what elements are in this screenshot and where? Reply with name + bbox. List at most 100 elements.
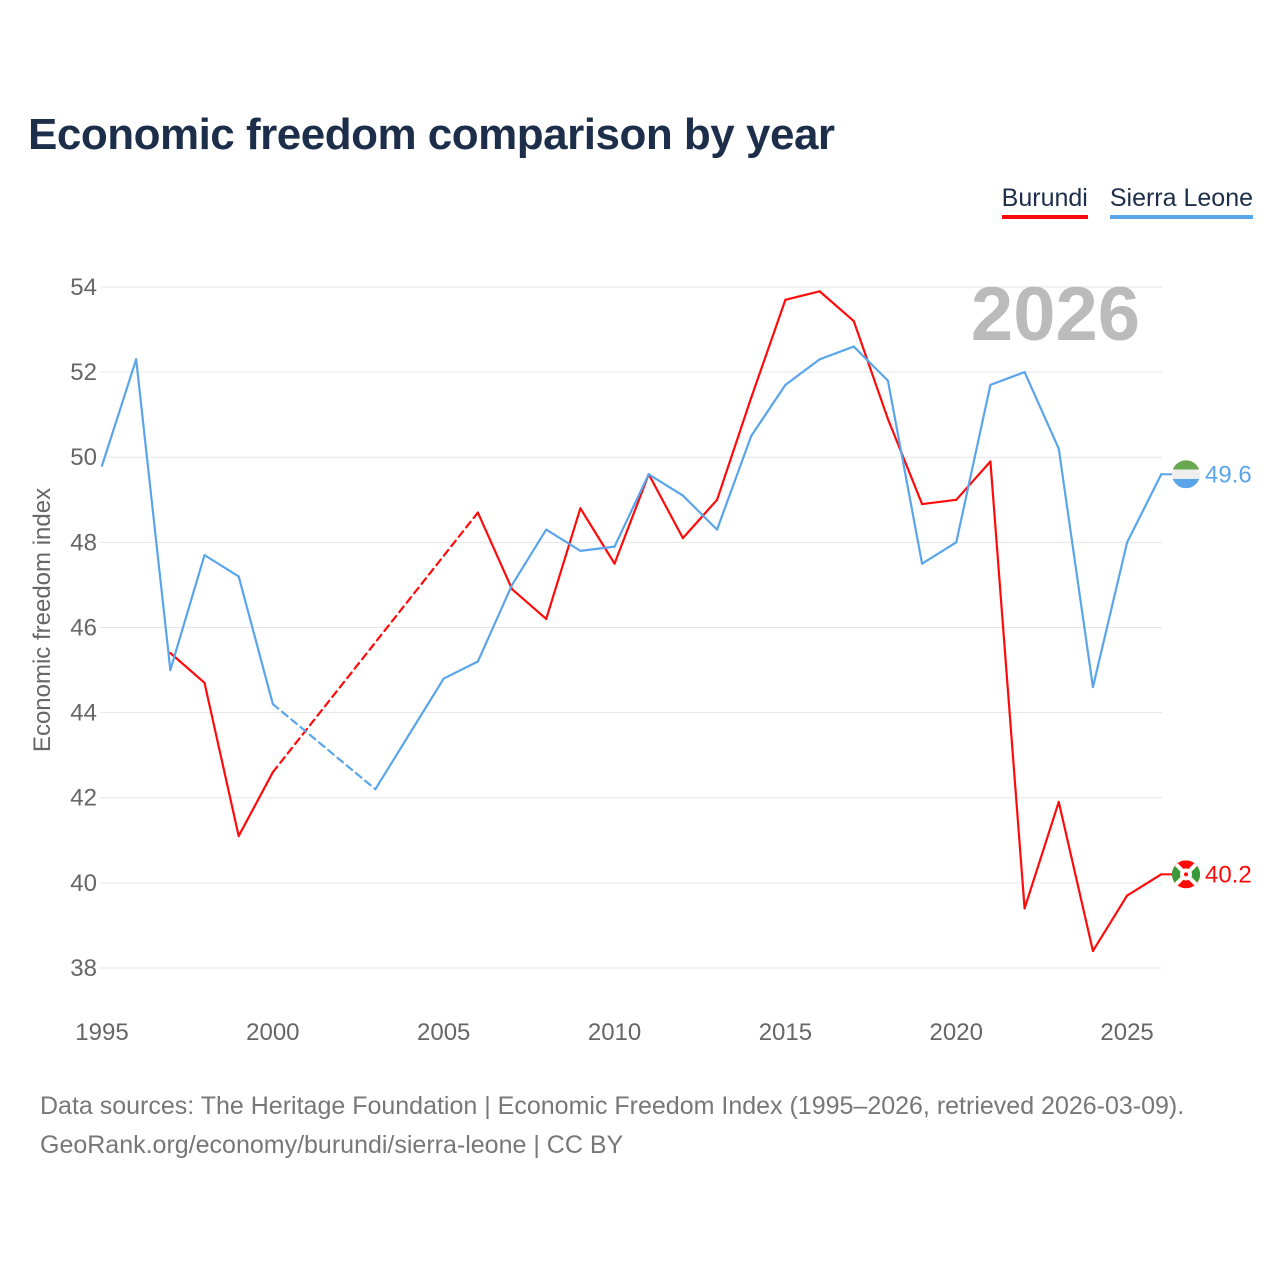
legend-burundi[interactable]: Burundi [1001,184,1088,219]
data-point[interactable] [612,544,618,550]
line-segment-burundi [579,507,616,565]
data-point[interactable] [1090,684,1096,690]
data-point[interactable] [543,616,549,622]
y-tick-label: 54 [70,274,97,301]
line-segment-burundi [715,396,753,501]
line-segment-burundi [545,507,582,621]
data-point[interactable] [441,676,447,682]
data-point[interactable] [885,378,891,384]
line-segment-burundi [955,460,992,501]
data-point[interactable] [270,701,276,707]
line-segment-sierra-leone [1125,473,1163,544]
data-point[interactable] [372,786,378,792]
line-segment-sierra-leone [647,473,684,497]
data-point[interactable] [407,731,413,737]
data-point[interactable] [680,493,686,499]
line-segment-burundi [681,498,719,540]
data-point[interactable] [919,561,925,567]
data-point[interactable] [817,356,823,362]
x-tick-label: 2025 [1100,1019,1153,1046]
data-point[interactable] [133,356,139,362]
data-point[interactable] [99,463,105,469]
data-point[interactable] [714,497,720,503]
legend: Burundi Sierra Leone [1001,184,1253,219]
data-point[interactable] [475,510,481,516]
data-point[interactable] [748,395,754,401]
line-segment-sierra-leone [613,473,650,548]
data-point[interactable] [782,382,788,388]
data-point[interactable] [577,548,583,554]
data-point[interactable] [953,539,959,545]
data-point[interactable] [236,833,242,839]
data-point[interactable] [953,497,959,503]
line-segment-sierra-leone [100,358,138,467]
y-tick-label: 40 [70,870,97,897]
data-point[interactable] [1056,799,1062,805]
gap-segment-sierra-leone [271,702,377,791]
data-point[interactable] [475,659,481,665]
line-segment-sierra-leone [135,358,172,672]
y-axis-label: Economic freedom index [29,488,56,752]
line-segment-burundi [237,771,274,838]
line-segment-burundi [989,460,1026,910]
data-point[interactable] [987,458,993,464]
line-segment-burundi [1023,800,1060,910]
data-point[interactable] [680,535,686,541]
data-point[interactable] [543,527,549,533]
data-point[interactable] [236,573,242,579]
line-segment-burundi [476,511,514,591]
data-point[interactable] [748,433,754,439]
end-value-label: 40.2 [1205,861,1252,888]
footer-link[interactable]: GeoRank.org/economy/burundi/sierra-leone… [40,1131,624,1159]
data-point[interactable] [885,416,891,422]
line-segment-sierra-leone [1057,447,1095,689]
line-segment-sierra-leone [784,358,821,386]
data-point[interactable] [817,288,823,294]
data-point[interactable] [612,561,618,567]
burundi-flag-icon [1172,860,1200,889]
data-point[interactable] [167,667,173,673]
line-segment-sierra-leone [989,371,1026,386]
data-point[interactable] [646,471,652,477]
x-tick-label: 2005 [417,1019,470,1046]
y-tick-label: 38 [70,955,97,982]
data-point[interactable] [509,582,515,588]
data-point[interactable] [202,552,208,558]
legend-sierra-leone[interactable]: Sierra Leone [1109,184,1253,219]
data-point[interactable] [1124,539,1130,545]
line-segment-sierra-leone [681,494,719,531]
footer: Data sources: The Heritage Foundation | … [40,1087,1184,1165]
line-segment-sierra-leone [408,677,445,735]
line-segment-sierra-leone [579,545,616,552]
line-segment-burundi [886,417,924,506]
data-point[interactable] [919,501,925,507]
line-segment-sierra-leone [203,554,240,578]
data-point[interactable] [1124,893,1130,899]
line-segment-sierra-leone [442,660,479,680]
data-point[interactable] [714,527,720,533]
data-point[interactable] [202,680,208,686]
data-point[interactable] [851,318,857,324]
data-point[interactable] [577,505,583,511]
data-point[interactable] [1056,446,1062,452]
line-segment-sierra-leone [886,379,924,565]
line-segment-burundi [203,681,240,838]
line-segment-sierra-leone [1091,541,1129,689]
line-segment-sierra-leone [545,528,582,552]
line-segment-burundi [647,473,684,540]
data-point[interactable] [782,297,788,303]
data-point[interactable] [270,769,276,775]
data-point[interactable] [1022,369,1028,375]
data-point[interactable] [987,382,993,388]
line-segment-sierra-leone [920,541,958,565]
x-tick-label: 1995 [75,1019,128,1046]
line-segment-burundi [852,319,890,421]
end-value-label: 49.6 [1205,461,1252,488]
x-tick-label: 2020 [930,1019,983,1046]
line-segment-burundi [784,290,821,301]
data-point[interactable] [1022,905,1028,911]
line-segment-burundi [750,298,787,399]
data-point[interactable] [1090,948,1096,954]
data-point[interactable] [851,344,857,350]
